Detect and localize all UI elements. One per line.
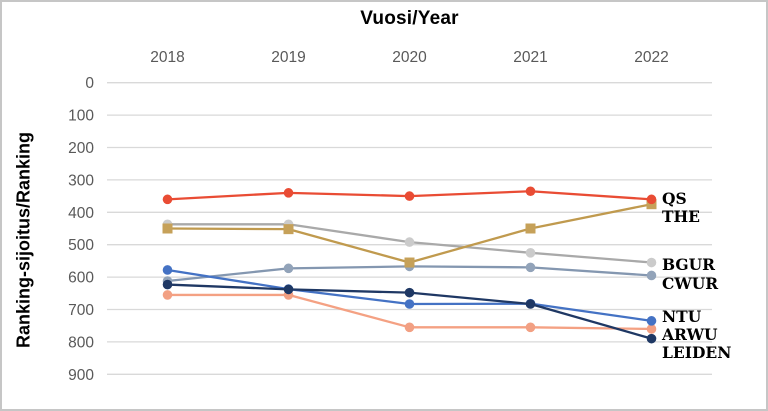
series-marker-QS-2018 — [162, 194, 173, 205]
series-marker-LEIDEN-2019 — [283, 284, 294, 295]
series-marker-QS-2019 — [283, 188, 294, 198]
series-marker-THE-2019 — [283, 224, 294, 235]
y-tick-label-200: 200 — [68, 140, 94, 157]
series-marker-LEIDEN-2022 — [646, 333, 657, 344]
series-marker-ARWU-2022 — [646, 324, 657, 334]
series-label-LEIDEN: LEIDEN — [662, 343, 731, 362]
series-label-NTU: NTU — [662, 307, 702, 326]
series-marker-QS-2022 — [646, 194, 657, 205]
series-marker-CWUR-2022 — [646, 270, 657, 281]
y-tick-label-300: 300 — [68, 172, 94, 189]
series-marker-NTU-2020 — [404, 299, 415, 309]
y-tick-label-100: 100 — [68, 108, 94, 125]
series-label-CWUR: CWUR — [662, 274, 718, 293]
series-marker-THE-2022 — [646, 199, 657, 210]
series-marker-QS-2021 — [525, 186, 536, 197]
series-label-BGUR: BGUR — [662, 255, 715, 274]
series-marker-ARWU-2021 — [525, 322, 536, 333]
series-marker-BGUR-2021 — [525, 248, 536, 258]
x-tick-label-2018: 2018 — [150, 49, 184, 66]
chart-title: Vuosi/Year — [360, 8, 459, 29]
series-marker-LEIDEN-2021 — [525, 299, 536, 309]
y-tick-label-600: 600 — [68, 270, 94, 287]
series-marker-BGUR-2020 — [404, 237, 415, 247]
series-marker-ARWU-2020 — [404, 322, 415, 333]
series-marker-THE-2021 — [525, 223, 536, 234]
series-marker-LEIDEN-2018 — [162, 279, 173, 290]
y-tick-label-900: 900 — [68, 367, 94, 384]
x-tick-label-2019: 2019 — [271, 49, 305, 66]
series-marker-CWUR-2021 — [525, 262, 536, 273]
x-tick-label-2022: 2022 — [634, 49, 668, 66]
series-marker-NTU-2018 — [162, 265, 173, 275]
x-tick-label-2020: 2020 — [392, 49, 427, 66]
series-marker-CWUR-2019 — [283, 263, 294, 274]
series-marker-LEIDEN-2020 — [404, 287, 415, 298]
series-marker-THE-2018 — [162, 223, 173, 234]
y-tick-label-400: 400 — [68, 205, 94, 222]
x-tick-label-2021: 2021 — [513, 49, 547, 66]
series-label-QS: QS — [662, 189, 687, 208]
series-label-THE: THE — [662, 207, 700, 226]
y-tick-label-500: 500 — [68, 237, 94, 254]
series-marker-QS-2020 — [404, 191, 415, 201]
series-marker-BGUR-2022 — [646, 257, 657, 268]
y-tick-label-700: 700 — [68, 302, 94, 319]
y-tick-label-0: 0 — [85, 75, 94, 92]
series-marker-THE-2020 — [404, 257, 415, 268]
y-tick-label-800: 800 — [68, 334, 94, 351]
series-marker-ARWU-2018 — [162, 290, 173, 300]
series-label-ARWU: ARWU — [661, 325, 718, 344]
series-marker-NTU-2022 — [646, 316, 657, 326]
